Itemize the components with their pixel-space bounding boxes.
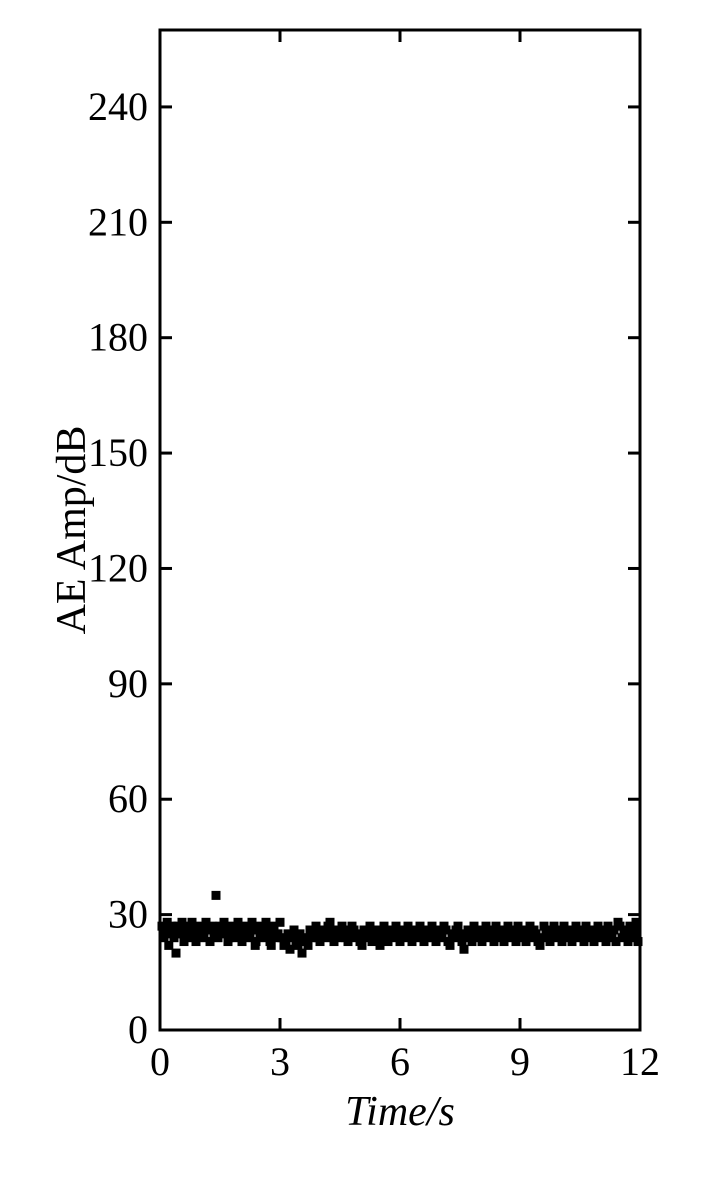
scatter-chart: 0369120306090120150180210240AE Amp/dBTim…: [50, 20, 690, 1160]
y-tick-label: 0: [128, 1007, 148, 1052]
data-point: [632, 926, 641, 935]
data-point: [298, 949, 307, 958]
y-axis-label: AE Amp/dB: [50, 426, 95, 635]
x-tick-label: 6: [390, 1039, 410, 1084]
y-tick-label: 60: [108, 776, 148, 821]
x-tick-label: 3: [270, 1039, 290, 1084]
x-axis-label: Time/s: [345, 1089, 455, 1135]
data-point: [460, 945, 469, 954]
data-point: [454, 922, 463, 931]
data-point: [634, 937, 643, 946]
x-tick-label: 9: [510, 1039, 530, 1084]
y-tick-label: 30: [108, 892, 148, 937]
y-tick-label: 210: [88, 199, 148, 244]
data-point: [632, 918, 641, 927]
data-point: [276, 918, 285, 927]
data-point: [267, 941, 276, 950]
data-point: [358, 941, 367, 950]
plot-border: [160, 30, 640, 1030]
data-point: [212, 891, 221, 900]
data-point: [172, 949, 181, 958]
chart-container: 0369120306090120150180210240AE Amp/dBTim…: [50, 20, 690, 1160]
y-tick-label: 90: [108, 661, 148, 706]
data-point: [326, 918, 335, 927]
data-point: [188, 918, 197, 927]
data-point: [344, 937, 353, 946]
x-tick-label: 12: [620, 1039, 660, 1084]
x-tick-label: 0: [150, 1039, 170, 1084]
data-point: [304, 941, 313, 950]
data-point: [164, 941, 173, 950]
data-point: [536, 941, 545, 950]
data-point: [416, 922, 425, 931]
data-point: [192, 937, 201, 946]
data-point: [206, 937, 215, 946]
data-point: [286, 945, 295, 954]
y-tick-label: 120: [88, 545, 148, 590]
data-point: [376, 941, 385, 950]
y-tick-label: 150: [88, 430, 148, 475]
y-tick-label: 240: [88, 84, 148, 129]
data-point: [446, 941, 455, 950]
y-tick-label: 180: [88, 315, 148, 360]
